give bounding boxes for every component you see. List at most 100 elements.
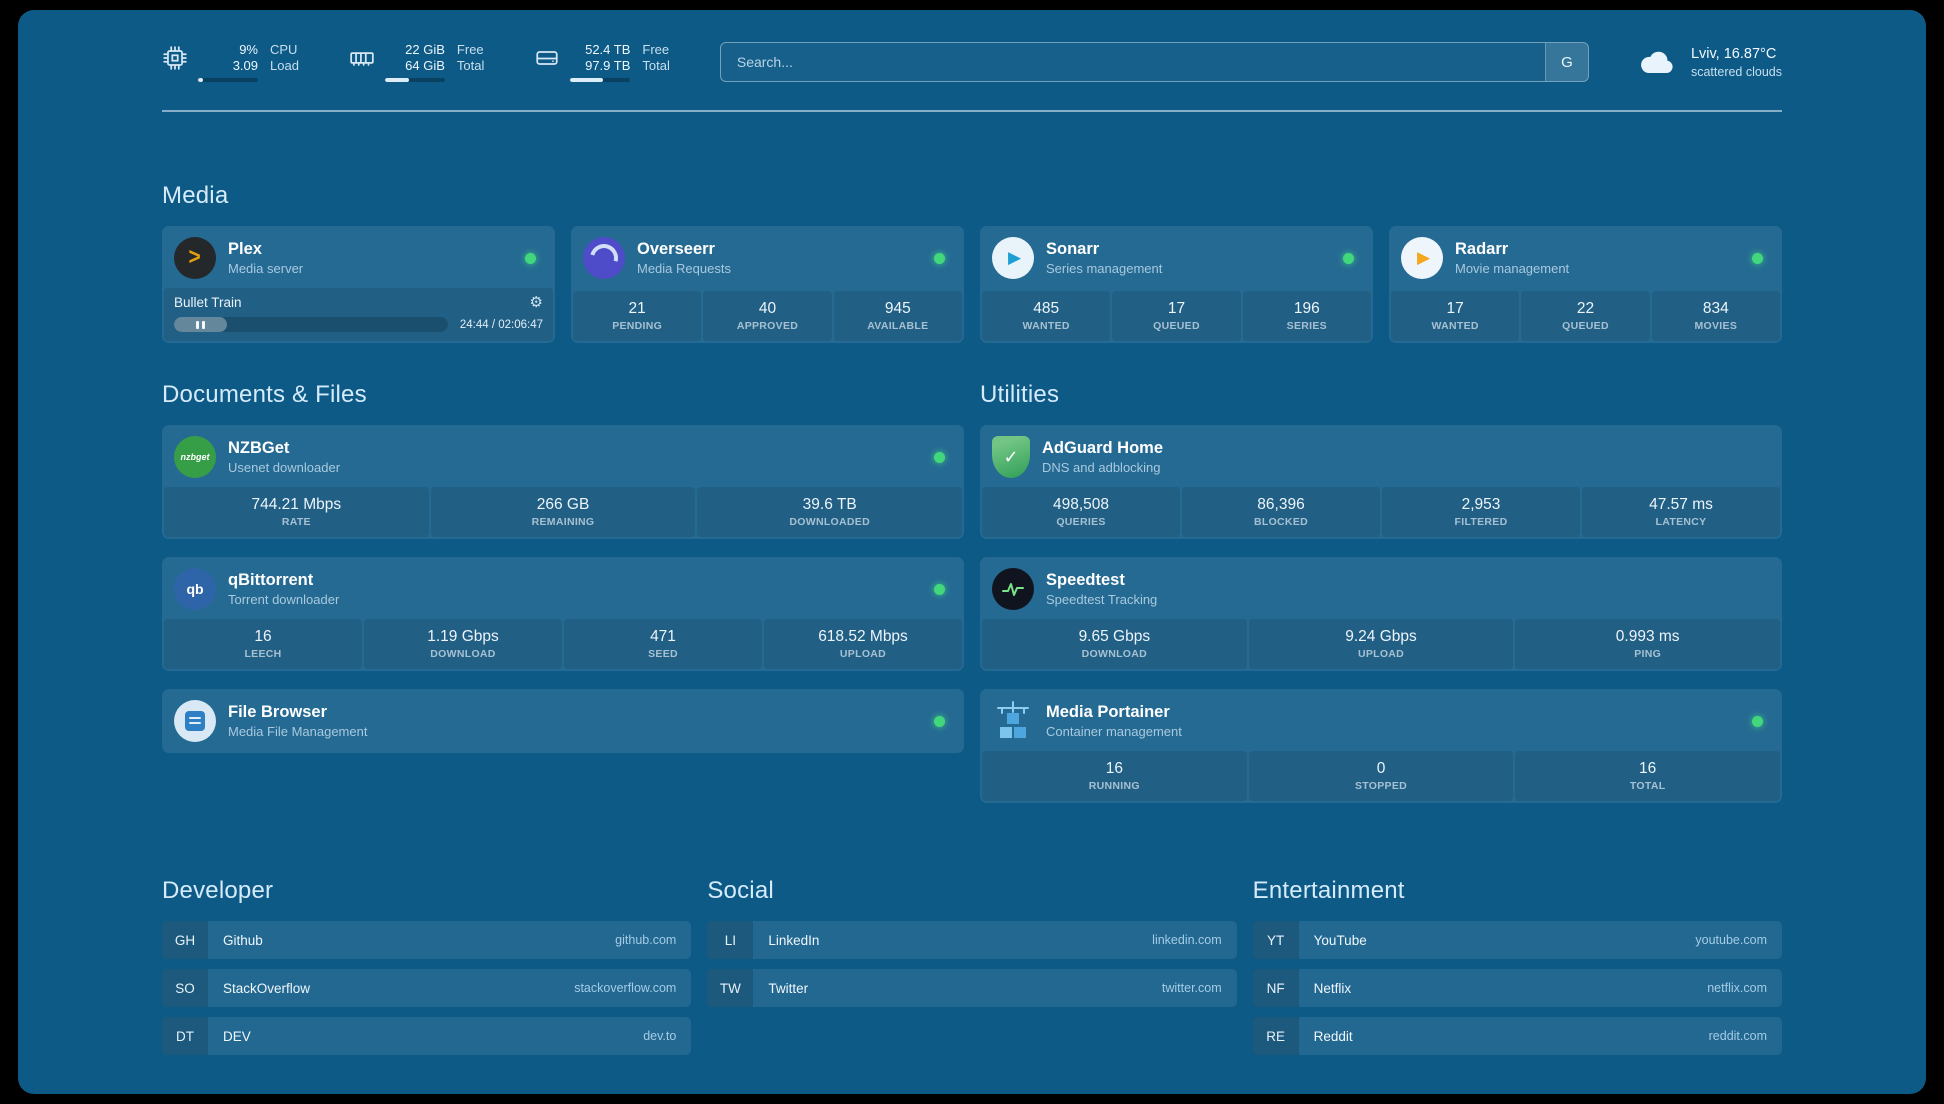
service-title: File Browser	[228, 703, 328, 721]
bookmark-netflix[interactable]: NF Netflix netflix.com	[1252, 969, 1782, 1007]
card-head: nzbget NZBGet Usenet downloader	[164, 427, 962, 487]
bookmark-abbr: RE	[1252, 1017, 1299, 1055]
bookmark-twitter[interactable]: TW Twitter twitter.com	[707, 969, 1237, 1007]
section-heading-documents: Documents & Files	[162, 381, 367, 408]
stat: 22 QUEUED	[1521, 291, 1650, 341]
card-head: > Plex Media server	[164, 228, 553, 288]
service-card-nzbget[interactable]: nzbget NZBGet Usenet downloader 744.21 M…	[162, 425, 964, 539]
bookmark-name: Netflix	[1313, 980, 1352, 996]
service-title: Sonarr	[1046, 240, 1100, 258]
status-dot	[1752, 252, 1763, 264]
stats-row: 498,508 QUERIES 86,396 BLOCKED 2,953 FILTER…	[982, 487, 1780, 537]
service-subtitle: Media Requests	[637, 261, 731, 276]
bookmark-url: youtube.com	[1695, 933, 1767, 947]
service-card-overseerr[interactable]: Overseerr Media Requests 21 PENDING 40 APP…	[571, 226, 964, 343]
stat: 47.57 ms LATENCY	[1582, 487, 1780, 537]
disk-value-bottom: 97.9 TB	[585, 58, 631, 73]
memory-value-bottom: 64 GiB	[405, 58, 445, 73]
disk-usage-fill	[570, 78, 604, 82]
bookmark-linkedin[interactable]: LI LinkedIn linkedin.com	[707, 921, 1237, 959]
plex-icon: >	[174, 237, 216, 279]
service-card-sonarr[interactable]: ▶ Sonarr Series management 485 WANTED 17 Q…	[980, 226, 1373, 343]
utilities-column: Utilities ✓ AdGuard Home DNS and adblock…	[980, 381, 1782, 803]
cpu-value-bottom: 3.09	[232, 58, 258, 73]
service-card-radarr[interactable]: ▶ Radarr Movie management 17 WANTED 22 QUE…	[1389, 226, 1782, 343]
bookmark-youtube[interactable]: YT YouTube youtube.com	[1252, 921, 1782, 959]
card-head: Speedtest Speedtest Tracking	[982, 559, 1780, 619]
adguard-shield-icon: ✓	[992, 436, 1030, 478]
stats-row: 17 WANTED 22 QUEUED 834 MOVIES	[1391, 291, 1780, 341]
radarr-icon: ▶	[1401, 237, 1443, 279]
disk-label-bottom: Total	[642, 58, 670, 73]
bookmark-abbr: SO	[162, 969, 208, 1007]
bookmark-name: StackOverflow	[223, 980, 311, 996]
stat: 9.65 Gbps DOWNLOAD	[982, 619, 1247, 669]
cloud-icon	[1641, 51, 1673, 73]
weather-text: Lviv, 16.87°C scattered clouds	[1691, 45, 1782, 80]
weather-location: Lviv, 16.87°C	[1690, 45, 1777, 62]
service-subtitle: Media server	[228, 261, 304, 276]
stat: 86,396 BLOCKED	[1182, 487, 1380, 537]
cpu-labels: CPU Load	[270, 42, 299, 74]
service-card-plex[interactable]: > Plex Media server Bullet Train ⚙	[162, 226, 555, 343]
service-card-adguard[interactable]: ✓ AdGuard Home DNS and adblocking 498,50…	[980, 425, 1782, 539]
cpu-value-top: 9%	[239, 42, 258, 57]
playback-progress-bar[interactable]	[174, 317, 448, 332]
pause-icon[interactable]	[196, 320, 206, 329]
status-dot	[934, 252, 945, 264]
memory-label-bottom: Total	[456, 58, 485, 73]
stats-row: 744.21 Mbps RATE 266 GB REMAINING 39.6 TB D…	[164, 487, 963, 537]
now-playing-title: Bullet Train	[174, 295, 242, 310]
cpu-widget: 9% 3.09 CPU Load	[162, 42, 299, 82]
search-bar: G	[719, 42, 1589, 82]
section-heading-utilities: Utilities	[980, 381, 1060, 408]
disk-widget: 52.4 TB 97.9 TB Free Total	[534, 42, 670, 82]
search-provider-button[interactable]: G	[1544, 43, 1588, 81]
stat: 196 SERIES	[1242, 291, 1371, 341]
service-card-portainer[interactable]: Media Portainer Container management 16 R…	[980, 689, 1782, 803]
service-card-qbittorrent[interactable]: qb qBittorrent Torrent downloader 16 LEEC…	[162, 557, 964, 671]
bookmark-stackoverflow[interactable]: SO StackOverflow stackoverflow.com	[162, 969, 692, 1007]
bookmark-url: github.com	[615, 933, 677, 947]
stat: 16 TOTAL	[1515, 751, 1781, 801]
service-title: Radarr	[1455, 240, 1509, 258]
cpu-icon	[163, 46, 187, 70]
disk-labels: Free Total	[642, 42, 669, 74]
bookmark-url: twitter.com	[1161, 981, 1222, 995]
gear-icon[interactable]: ⚙	[529, 294, 543, 311]
service-subtitle: Media File Management	[228, 724, 368, 739]
bookmarks-entertainment: Entertainment YT YouTube youtube.com NF …	[1252, 877, 1782, 1055]
service-title: AdGuard Home	[1042, 439, 1164, 457]
bookmark-dev[interactable]: DT DEV dev.to	[162, 1017, 692, 1055]
speedtest-icon	[992, 568, 1034, 610]
service-card-filebrowser[interactable]: File Browser Media File Management	[162, 689, 964, 753]
stat: 744.21 Mbps RATE	[164, 487, 429, 537]
media-grid: > Plex Media server Bullet Train ⚙	[162, 226, 1782, 343]
memory-values: 22 GiB 64 GiB	[384, 42, 445, 82]
stat: 9.24 Gbps UPLOAD	[1248, 619, 1514, 669]
nzbget-icon: nzbget	[174, 436, 216, 478]
disk-value-top: 52.4 TB	[585, 42, 631, 57]
memory-labels: Free Total	[457, 42, 484, 74]
service-subtitle: Container management	[1046, 724, 1182, 739]
card-head: Media Portainer Container management	[982, 691, 1780, 751]
bookmark-github[interactable]: GH Github github.com	[162, 921, 692, 959]
service-subtitle: Usenet downloader	[228, 460, 341, 475]
cpu-usage-bar	[198, 78, 258, 82]
bookmarks-social: Social LI LinkedIn linkedin.com TW Twitt…	[707, 877, 1237, 1007]
card-head: qb qBittorrent Torrent downloader	[164, 559, 962, 619]
cpu-label-bottom: Load	[270, 58, 299, 73]
overseerr-icon	[583, 237, 625, 279]
bookmark-abbr: DT	[162, 1017, 208, 1055]
dashboard-content: 9% 3.09 CPU Load 22 GiB 64 GiB	[162, 40, 1782, 1055]
bookmark-reddit[interactable]: RE Reddit reddit.com	[1252, 1017, 1782, 1055]
playback-progress-fill	[174, 317, 228, 332]
status-dot	[1752, 715, 1763, 727]
card-head: ▶ Radarr Movie management	[1391, 228, 1780, 288]
bookmark-abbr: LI	[707, 921, 754, 959]
bookmark-name: Github	[223, 932, 263, 948]
service-title: Overseerr	[637, 240, 715, 258]
search-input[interactable]	[720, 43, 1545, 81]
service-card-speedtest[interactable]: Speedtest Speedtest Tracking 9.65 Gbps DO…	[980, 557, 1782, 671]
service-title: Speedtest	[1046, 571, 1125, 589]
